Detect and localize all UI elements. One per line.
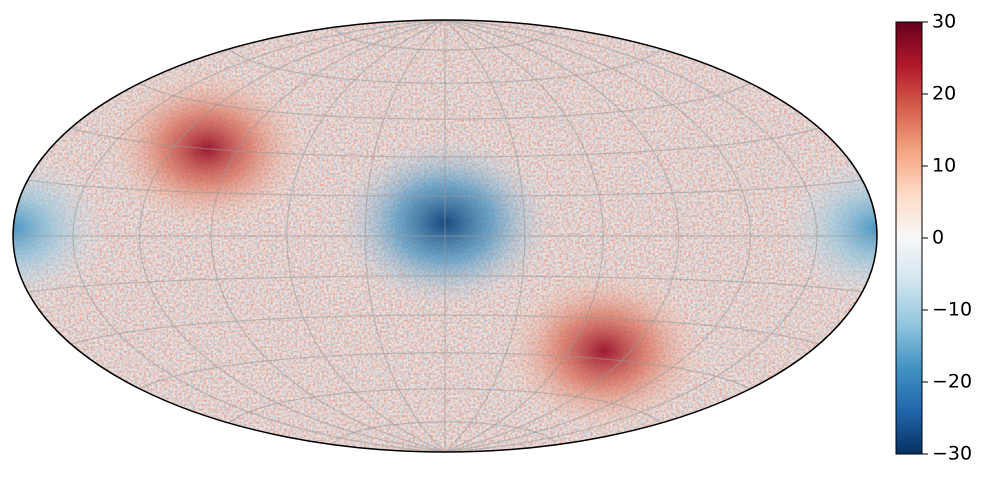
colorbar-tick-label: 0 bbox=[932, 227, 944, 249]
graticule bbox=[139, 82, 751, 120]
graticule bbox=[70, 314, 820, 345]
spot bbox=[503, 271, 705, 431]
colorbar-tick-label: 30 bbox=[932, 11, 956, 33]
colorbar-tick-label: 10 bbox=[932, 155, 956, 177]
colorbar bbox=[895, 21, 923, 455]
graticule bbox=[228, 48, 662, 84]
colorbar-tick-label: −20 bbox=[932, 371, 972, 393]
graticule bbox=[27, 275, 863, 293]
colorbar-tick-label: −10 bbox=[932, 299, 972, 321]
graticule bbox=[332, 27, 558, 51]
graticule bbox=[228, 388, 662, 424]
map-border bbox=[12, 19, 878, 453]
colorbar-tick-label: −30 bbox=[932, 443, 972, 465]
map bbox=[13, 20, 877, 452]
graticule bbox=[27, 179, 863, 197]
graticule bbox=[70, 127, 820, 158]
colorbar-tick-label: 20 bbox=[932, 83, 956, 105]
graticule bbox=[332, 421, 558, 445]
graticule bbox=[139, 352, 751, 390]
